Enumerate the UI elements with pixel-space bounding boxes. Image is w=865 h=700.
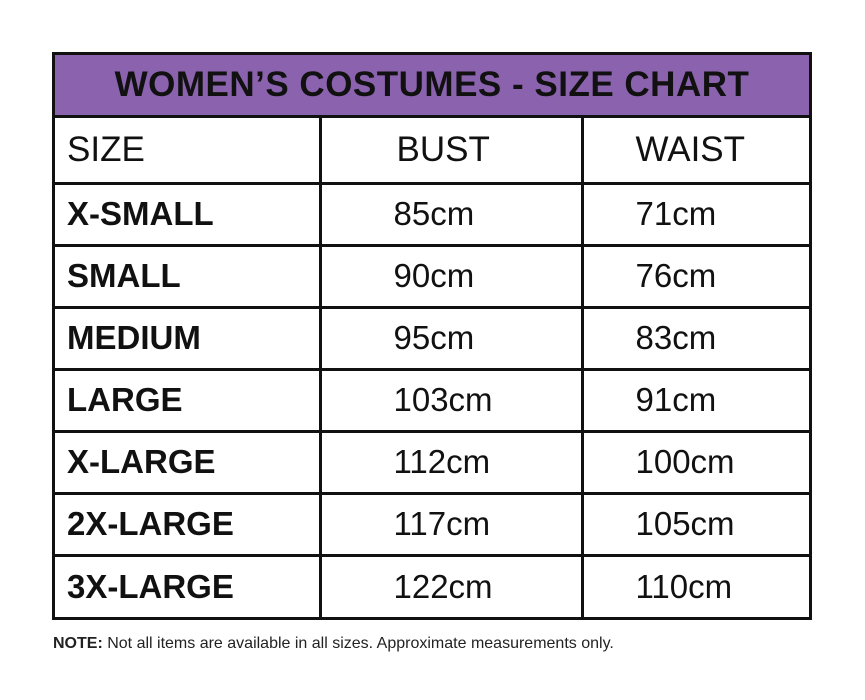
header-bust: BUST (320, 118, 584, 185)
size-table: SIZE BUST WAIST X-SMALL 85cm 71cm SMALL 90cm… (55, 118, 809, 617)
cell-waist: 105cm (582, 493, 809, 557)
footnote: NOTE: Not all items are available in all… (53, 635, 614, 653)
cell-bust: 95cm (320, 307, 584, 371)
note-text: Not all items are available in all sizes… (102, 635, 614, 652)
cell-bust: 122cm (320, 555, 584, 617)
cell-waist: 76cm (582, 245, 809, 309)
cell-bust: 117cm (320, 493, 584, 557)
cell-size: 3X-LARGE (55, 555, 322, 617)
table-row: 3X-LARGE 122cm 110cm (55, 555, 809, 617)
table-row: LARGE 103cm 91cm (55, 369, 809, 433)
cell-size: X-LARGE (55, 431, 322, 495)
chart-title: WOMEN’S COSTUMES - SIZE CHART (55, 55, 809, 118)
cell-size: MEDIUM (55, 307, 322, 371)
cell-waist: 110cm (635, 567, 733, 605)
cell-size: SMALL (55, 245, 322, 309)
cell-waist: 71cm (582, 183, 809, 247)
header-size: SIZE (55, 118, 322, 185)
cell-bust: 112cm (320, 431, 584, 495)
cell-size: X-SMALL (55, 183, 322, 247)
header-row: SIZE BUST WAIST (55, 118, 809, 185)
table-row: SMALL 90cm 76cm (55, 245, 809, 309)
header-waist: WAIST (582, 118, 809, 185)
table-row: X-SMALL 85cm 71cm (55, 183, 809, 247)
cell-waist: 100cm (582, 431, 809, 495)
table-row: X-LARGE 112cm 100cm (55, 431, 809, 495)
cell-bust: 85cm (320, 183, 584, 247)
cell-waist: 91cm (582, 369, 809, 433)
cell-bust: 103cm (320, 369, 584, 433)
table-row: 2X-LARGE 117cm 105cm (55, 493, 809, 557)
cell-size: LARGE (55, 369, 322, 433)
note-label: NOTE: (53, 635, 103, 652)
cell-size: 2X-LARGE (55, 493, 322, 557)
size-chart: WOMEN’S COSTUMES - SIZE CHART SIZE BUST … (52, 52, 812, 620)
table-row: MEDIUM 95cm 83cm (55, 307, 809, 371)
cell-bust: 90cm (320, 245, 584, 309)
cell-waist: 83cm (582, 307, 809, 371)
